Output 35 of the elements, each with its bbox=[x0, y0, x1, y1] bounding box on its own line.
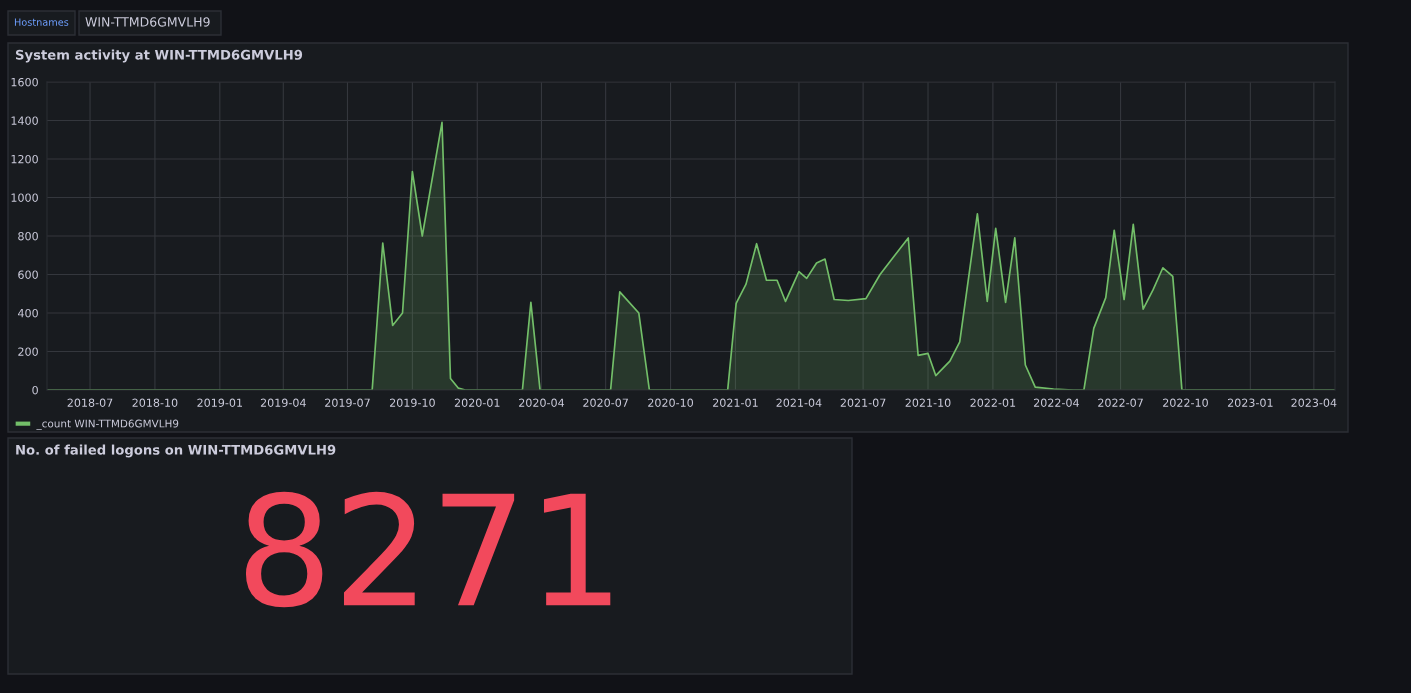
x-tick-label: 2019-10 bbox=[389, 398, 435, 407]
x-tick-label: 2020-07 bbox=[583, 398, 628, 407]
legend-label: _count WIN-TTMD6GMVLH9 bbox=[36, 419, 179, 430]
x-tick-label: 2018-07 bbox=[67, 398, 113, 407]
x-tick-label: 2020-10 bbox=[648, 398, 694, 407]
x-tick-label: 2020-01 bbox=[454, 398, 500, 407]
y-tick-label: 600 bbox=[18, 270, 38, 279]
x-tick-label: 2020-04 bbox=[519, 398, 565, 407]
x-tick-label: 2022-07 bbox=[1098, 398, 1143, 407]
text: WIN-TTMD6GMVLH9 bbox=[85, 17, 210, 27]
text: No. of failed logons on WIN-TTMD6GMVLH9 bbox=[16, 444, 336, 458]
x-tick-label: 2019-01 bbox=[197, 398, 242, 407]
x-tick-label: 2023-01 bbox=[1227, 398, 1273, 407]
y-tick-label: 800 bbox=[18, 231, 38, 241]
y-tick-label: 400 bbox=[18, 308, 38, 318]
x-tick-label: 2022-10 bbox=[1163, 398, 1208, 407]
x-tick-label: 2022-04 bbox=[1033, 398, 1079, 407]
x-tick-label: 2023-04 bbox=[1291, 398, 1337, 407]
x-tick-label: 2019-04 bbox=[260, 398, 306, 407]
x-tick-label: 2021-01 bbox=[713, 398, 758, 407]
x-tick-label: 2021-07 bbox=[840, 398, 886, 407]
x-tick-label: 2019-07 bbox=[325, 398, 370, 407]
y-tick-label: 1200 bbox=[11, 154, 38, 164]
text: 8271 bbox=[245, 491, 611, 608]
y-tick-label: 200 bbox=[18, 347, 38, 356]
text: Hostnames bbox=[14, 18, 69, 26]
x-tick-label: 2021-10 bbox=[905, 398, 951, 407]
y-tick-label: 1600 bbox=[11, 77, 38, 87]
chart-title: System activity at WIN-TTMD6GMVLH9 bbox=[15, 49, 303, 63]
y-tick-label: 1400 bbox=[11, 116, 38, 125]
x-tick-label: 2018-10 bbox=[132, 398, 178, 407]
x-tick-label: 2021-04 bbox=[776, 398, 822, 407]
y-tick-label: 0 bbox=[32, 385, 38, 395]
x-tick-label: 2022-01 bbox=[970, 398, 1016, 407]
y-tick-label: 1000 bbox=[11, 193, 38, 202]
